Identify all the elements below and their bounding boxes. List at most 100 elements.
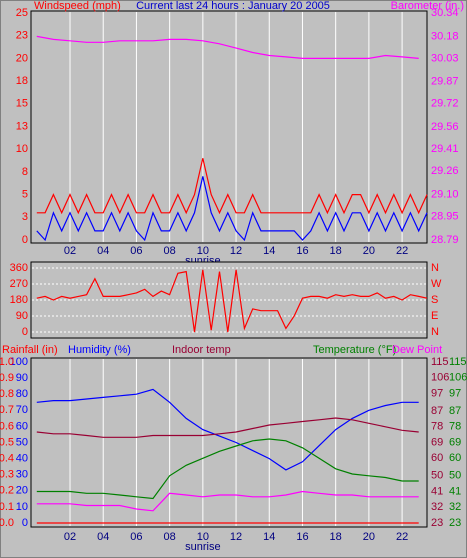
y-tick-label: 60: [16, 420, 28, 432]
x-tick-label: 12: [230, 531, 242, 543]
y-tick-label: 23: [16, 30, 28, 42]
y-tick-label: 20: [16, 52, 28, 64]
y2-tick-label: 60: [449, 452, 461, 464]
legend-entry: Indoor temp: [172, 344, 231, 356]
y2-tick-label: E: [431, 310, 438, 322]
y2-tick-label: 30.18: [431, 30, 459, 42]
x-tick-label: 06: [130, 531, 142, 543]
y-tick-label: 3: [22, 211, 28, 223]
y2-tick-label: 28.79: [431, 234, 459, 246]
series-line: [36, 388, 419, 471]
y2-tick-label: N: [431, 262, 439, 274]
y-tick-label: 100: [10, 356, 28, 368]
legend-entry: Dew Point: [392, 344, 442, 356]
x-tick-label: 04: [97, 245, 109, 257]
x-tick-label: 10: [197, 245, 209, 257]
series-line: [36, 438, 419, 500]
y2-tick-label: 30.34: [431, 7, 459, 19]
y2-tick-label: 97: [449, 387, 461, 399]
y2-tick-label: 106: [431, 372, 449, 384]
y2-tick-label: 23: [449, 517, 461, 529]
y-tick-label: 40: [16, 453, 28, 465]
y-tick-label: 18: [16, 75, 28, 87]
y-tick-label: 50: [16, 436, 28, 448]
x-tick-label: 14: [263, 245, 275, 257]
y-tick-label: 20: [16, 485, 28, 497]
y2-tick-label: 78: [449, 421, 461, 433]
y-tick-label: 10: [16, 501, 28, 513]
y2-tick-label: N: [431, 326, 439, 338]
x-tick-label: 02: [64, 245, 76, 257]
x-tick-label: 08: [164, 531, 176, 543]
x-tick-label: 20: [363, 531, 375, 543]
y-tick-label: 15: [16, 98, 28, 110]
rain-tick-label: 1.0: [0, 356, 14, 368]
series-line: [36, 35, 419, 60]
rain-tick-label: 0.3: [0, 469, 14, 481]
y-tick-label: 90: [16, 310, 28, 322]
y-tick-label: 180: [10, 294, 28, 306]
rain-tick-label: 0.5: [0, 436, 14, 448]
series-line: [36, 490, 419, 512]
y2-tick-label: 29.41: [431, 143, 459, 155]
y2-axis-title: Barometer (in.): [391, 0, 464, 12]
y-tick-label: 0: [22, 517, 28, 529]
y2-tick-label: 29.56: [431, 121, 459, 133]
x-tick-label: 02: [64, 531, 76, 543]
y2-tick-label: 69: [449, 436, 461, 448]
y2-tick-label: 50: [449, 470, 461, 482]
y-tick-label: 360: [10, 262, 28, 274]
x-tick-label: 20: [363, 245, 375, 257]
series-line: [36, 158, 428, 215]
series-line: [36, 269, 428, 333]
y2-tick-label: 69: [431, 436, 443, 448]
y-tick-label: 30: [16, 469, 28, 481]
y2-tick-label: 29.72: [431, 98, 459, 110]
x-tick-label: 08: [164, 245, 176, 257]
y-tick-label: 0: [22, 234, 28, 246]
series-line: [36, 176, 428, 242]
rain-tick-label: 0.0: [0, 517, 14, 529]
y2-tick-label: 29.87: [431, 76, 459, 88]
x-tick-label: 22: [396, 245, 408, 257]
rain-tick-label: 0.7: [0, 404, 14, 416]
x-tick-label: 10: [197, 531, 209, 543]
y2-tick-label: 41: [431, 485, 443, 497]
series-line: [36, 417, 419, 438]
y2-tick-label: 32: [431, 501, 443, 513]
y2-tick-label: 50: [431, 470, 443, 482]
legend-entry: Rainfall (in): [2, 344, 58, 356]
x-tick-label: 16: [296, 245, 308, 257]
rain-tick-label: 0.8: [0, 388, 14, 400]
y-tick-label: 0: [22, 326, 28, 338]
y2-tick-label: 28.95: [431, 210, 459, 222]
x-tick-label: 04: [97, 531, 109, 543]
y2-tick-label: 29.26: [431, 165, 459, 177]
y2-tick-label: 78: [431, 421, 443, 433]
legend-entry: Humidity (%): [68, 344, 131, 356]
x-tick-label: 18: [330, 531, 342, 543]
y2-tick-label: 23: [431, 517, 443, 529]
y2-tick-label: 32: [449, 501, 461, 513]
y2-tick-label: 115: [431, 356, 449, 368]
x-tick-label: 22: [396, 531, 408, 543]
y2-tick-label: 106: [449, 372, 467, 384]
rain-tick-label: 0.9: [0, 372, 14, 384]
y2-tick-label: 60: [431, 452, 443, 464]
chart-title: Current last 24 hours : January 20 2005: [136, 0, 330, 12]
y-tick-label: 25: [16, 7, 28, 19]
y2-tick-label: 30.03: [431, 52, 459, 64]
plot-area: [30, 357, 428, 528]
y2-tick-label: W: [431, 278, 442, 290]
x-tick-label: 06: [130, 245, 142, 257]
y-tick-label: 80: [16, 388, 28, 400]
rain-tick-label: 0.4: [0, 453, 14, 465]
rain-tick-label: 0.1: [0, 501, 14, 513]
y-tick-label: 10: [16, 143, 28, 155]
y-tick-label: 270: [10, 278, 28, 290]
x-tick-label: 16: [296, 531, 308, 543]
y2-tick-label: 97: [431, 387, 443, 399]
rain-tick-label: 0.6: [0, 420, 14, 432]
y-tick-label: 90: [16, 372, 28, 384]
